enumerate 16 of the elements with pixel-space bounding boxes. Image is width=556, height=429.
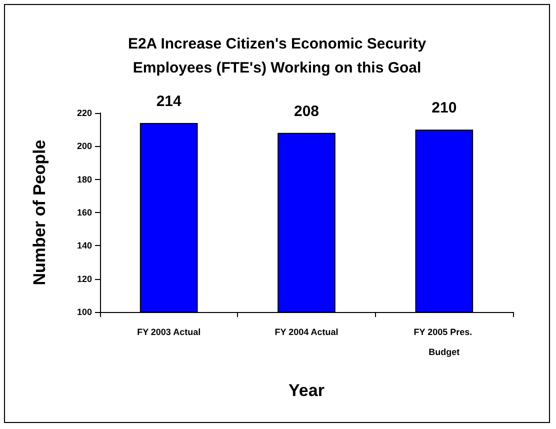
chart-title: E2A Increase Citizen's Economic Security Employees (FTE's) Working on this Goal [128,36,427,76]
y-tick-label: 100 [76,307,92,317]
y-tick-label: 220 [76,108,92,118]
y-tick-label: 200 [76,141,92,152]
data-label: 214 [156,92,182,110]
data-label: 210 [432,100,457,117]
x-axis-title: Year [288,381,325,400]
y-tick-label: 180 [76,174,92,184]
y-tick-label: 120 [76,274,92,284]
x-tick-label: FY 2004 Actual [274,327,338,337]
x-tick-label: FY 2003 Actual [137,327,201,337]
y-tick-label: 160 [76,208,92,218]
y-tick-label: 140 [76,240,92,251]
y-axis-title: Number of People [30,140,49,286]
x-tick-label: FY 2005 Pres. Budget [414,327,475,357]
data-label: 208 [294,102,320,120]
